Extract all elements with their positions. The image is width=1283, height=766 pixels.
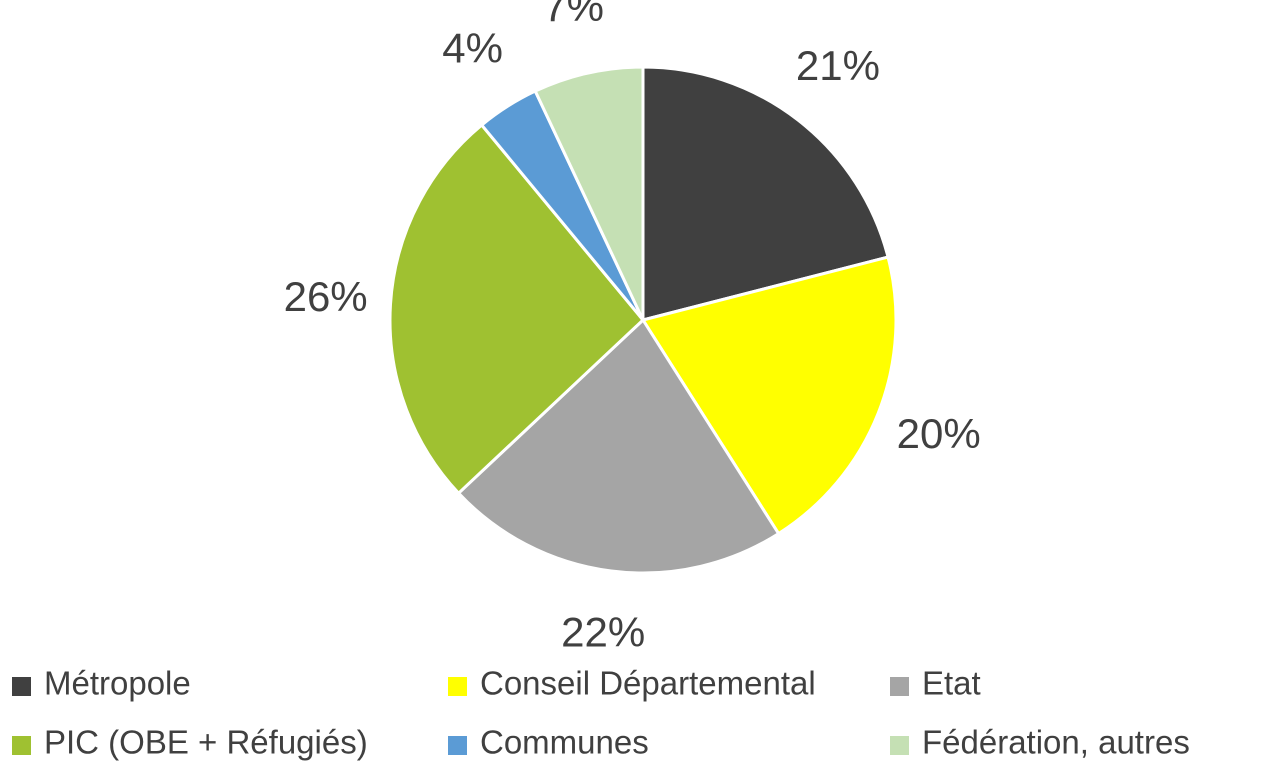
pie-slice (388, 122, 646, 496)
pie-slice (533, 65, 645, 321)
legend-marker (12, 677, 31, 696)
legend-marker (448, 677, 467, 696)
data-label: 4% (442, 25, 503, 72)
legend-marker (890, 677, 909, 696)
legend-marker (890, 736, 909, 755)
pie-slice (640, 255, 898, 536)
legend-marker (12, 736, 31, 755)
pie-slice (641, 65, 890, 322)
legend-marker (448, 736, 467, 755)
pie-slice (456, 317, 781, 575)
data-label: 22% (561, 609, 645, 656)
data-label: 7% (543, 0, 604, 30)
legend-label: PIC (OBE + Réfugiés) (44, 724, 368, 761)
legend-label: Métropole (44, 665, 191, 702)
data-label: 26% (284, 273, 368, 320)
data-label: 20% (897, 410, 981, 457)
data-label: 21% (796, 42, 880, 89)
legend-label: Fédération, autres (922, 724, 1190, 761)
legend-label: Communes (480, 724, 649, 761)
legend-label: Etat (922, 665, 981, 702)
legend-label: Conseil Départemental (480, 665, 816, 702)
